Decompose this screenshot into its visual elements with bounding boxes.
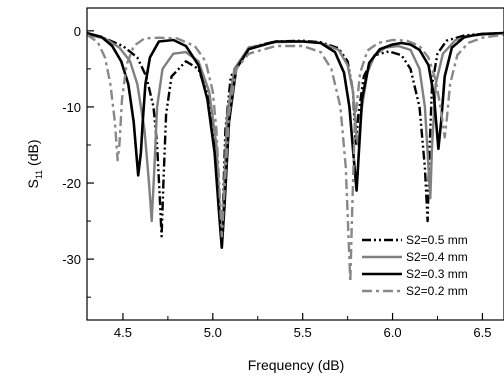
legend: S2=0.5 mm S2=0.4 mm S2=0.3 mm S2=0.2 mm [362,233,468,298]
y-axis-label-main: S [25,179,41,188]
x-tick-label: 6.0 [384,325,402,340]
x-axis-label: Frequency (dB) [248,357,344,373]
x-tick-label: 5.5 [294,325,312,340]
x-tick-label: 6.5 [473,325,491,340]
y-tick-label: -10 [62,100,81,115]
legend-label-3: S2=0.2 mm [406,284,468,298]
legend-label-2: S2=0.3 mm [406,267,468,281]
plot-frame [86,7,504,321]
legend-label-1: S2=0.4 mm [406,250,468,264]
y-axis-label: S11 (dB) [25,139,44,188]
y-axis-label-subscript: 11 [34,170,44,179]
series-layer [87,31,504,284]
y-tick-label: -30 [62,252,81,267]
y-axis-label-unit: (dB) [25,139,41,169]
x-tick-label: 4.5 [114,325,132,340]
series-line-2 [87,31,504,249]
legend-label-0: S2=0.5 mm [406,233,468,247]
y-tick-label: -20 [62,176,81,191]
axes-layer: 4.5 5.0 5.5 6.0 6.5 0 -10 -20 -30 [62,24,491,340]
y-tick-label: 0 [74,24,81,39]
x-tick-label: 5.0 [204,325,222,340]
